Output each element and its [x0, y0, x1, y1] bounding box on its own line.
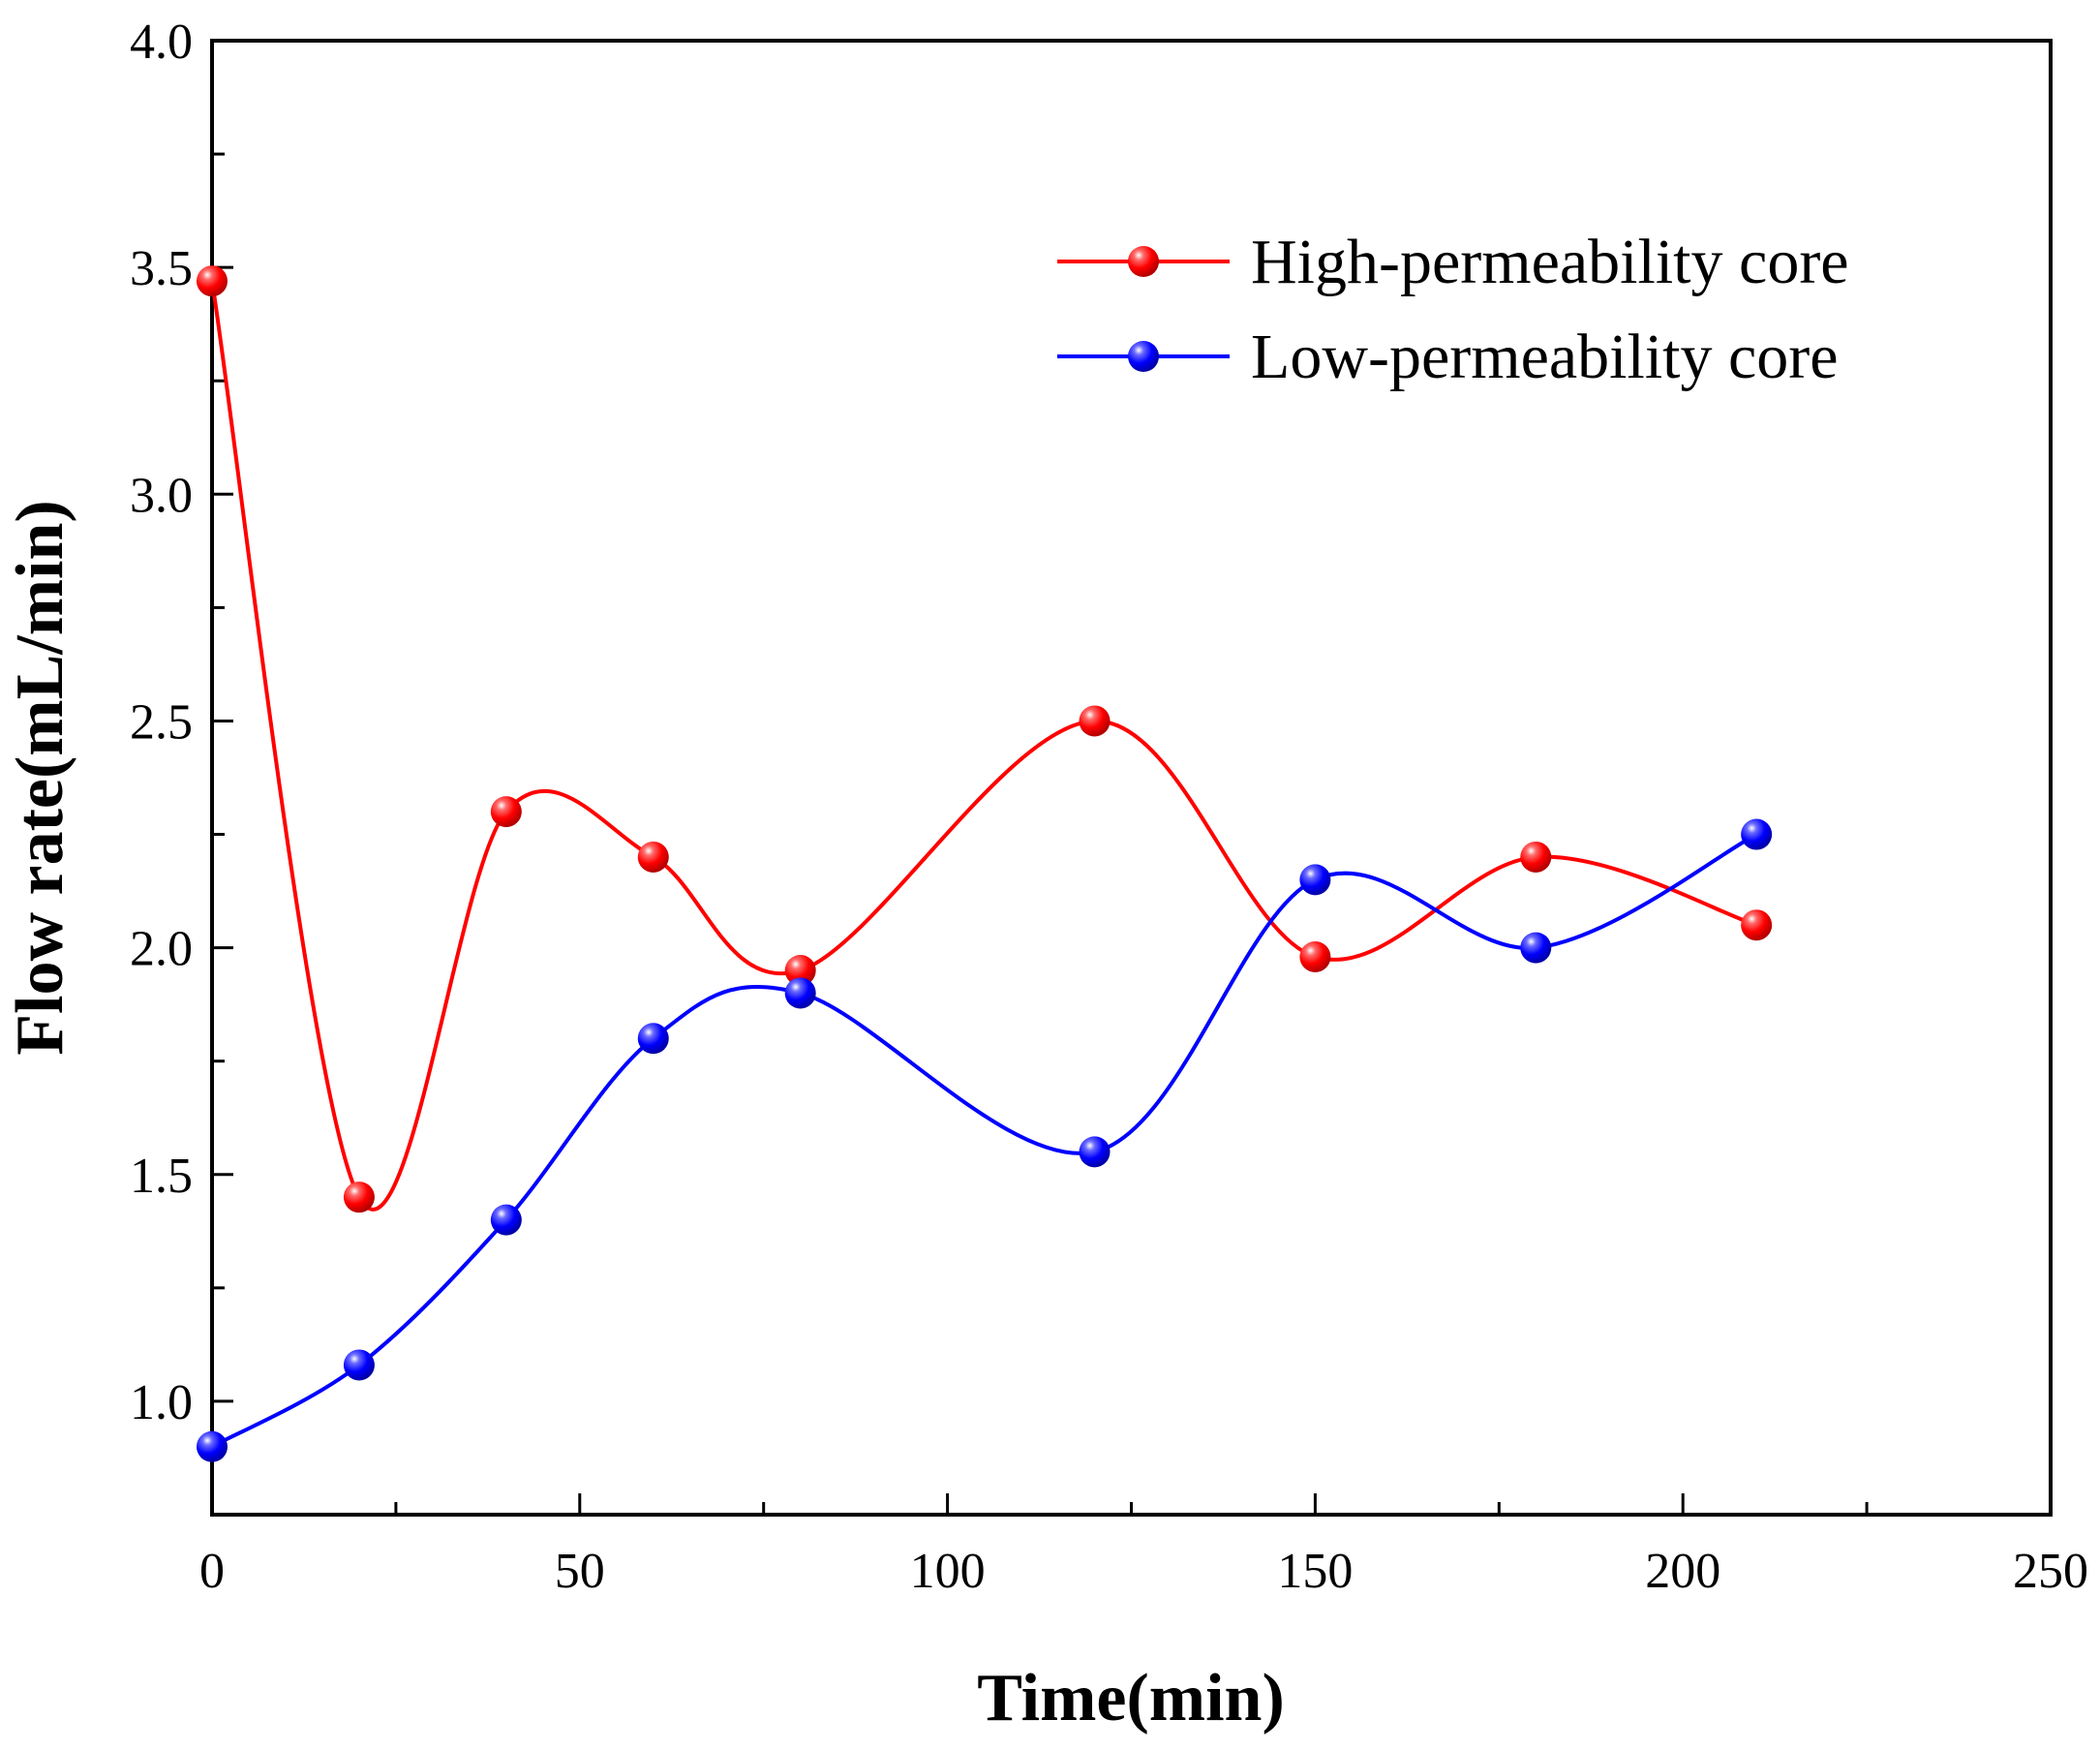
y-tick-label: 4.0	[130, 15, 193, 70]
x-tick-label: 50	[555, 1544, 605, 1599]
data-point-low	[1741, 818, 1773, 850]
data-point-high	[1741, 909, 1773, 941]
y-tick-label: 2.0	[130, 922, 193, 977]
legend: High-permeability core Low-permeability …	[1057, 227, 1849, 392]
data-point-high	[637, 841, 669, 873]
series-line-high	[210, 280, 1757, 1212]
data-point-low	[343, 1349, 375, 1381]
data-point-low	[637, 1023, 669, 1055]
data-point-low	[490, 1204, 522, 1236]
x-tick-label: 150	[1277, 1544, 1353, 1599]
data-point-high	[490, 796, 522, 828]
series-line-low	[211, 832, 1758, 1449]
data-point-high	[1079, 705, 1111, 737]
axis-ticks	[210, 39, 2053, 1515]
data-point-high	[1299, 940, 1331, 972]
y-tick-label: 3.0	[130, 468, 193, 523]
legend-marker-low	[1128, 341, 1159, 372]
data-point-low	[1079, 1136, 1111, 1168]
data-point-high	[343, 1182, 375, 1213]
y-tick-label: 2.5	[130, 694, 193, 750]
legend-label-low: Low-permeability core	[1251, 322, 1839, 392]
x-axis-title: Time(min)	[977, 1661, 1285, 1735]
data-point-low	[1299, 864, 1331, 896]
data-point-low	[784, 977, 816, 1009]
x-tick-label: 100	[910, 1544, 986, 1599]
data-point-high	[784, 955, 816, 987]
x-tick-label: 250	[2013, 1544, 2088, 1599]
data-point-high	[1520, 841, 1552, 873]
y-tick-label: 1.0	[130, 1375, 193, 1430]
data-point-low	[197, 1430, 228, 1462]
x-tick-label: 0	[199, 1544, 225, 1599]
data-point-low	[1520, 932, 1552, 964]
data-point-high	[197, 265, 228, 297]
tick-labels: 0 50 100 150 200 250 1.0 1.5 2.0 2.5 3.0 3.5 4.0	[130, 15, 2088, 1599]
series-layer	[197, 265, 1773, 1462]
x-tick-label: 200	[1645, 1544, 1720, 1599]
y-axis-title: Flow rate(mL/min)	[3, 500, 77, 1055]
y-tick-label: 1.5	[130, 1149, 193, 1204]
legend-marker-high	[1128, 246, 1159, 277]
legend-label-high: High-permeability core	[1251, 227, 1849, 297]
y-tick-label: 3.5	[130, 241, 193, 296]
